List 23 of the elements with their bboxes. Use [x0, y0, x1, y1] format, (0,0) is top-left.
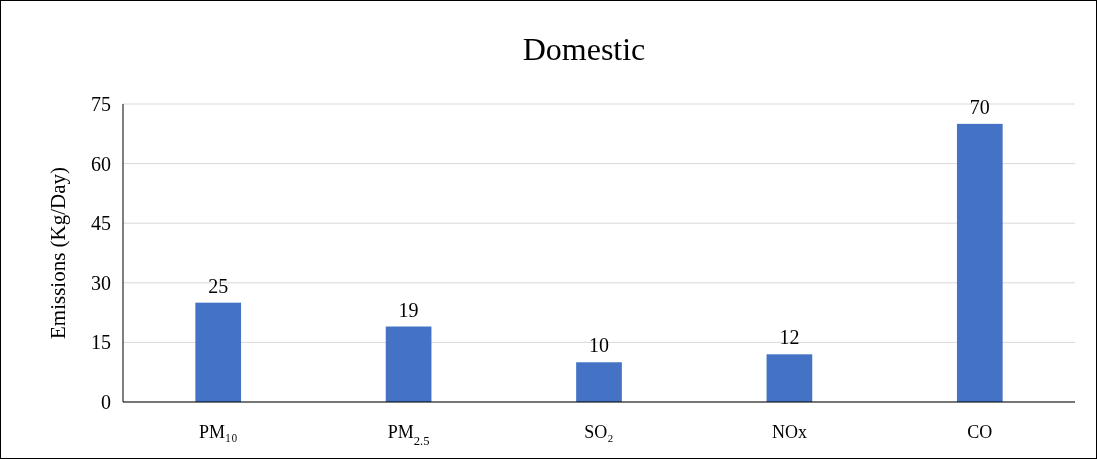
- y-tick-label: 60: [91, 152, 111, 175]
- data-label: 12: [779, 326, 800, 349]
- y-tick-label: 75: [91, 93, 111, 115]
- y-tick-label: 0: [101, 391, 111, 413]
- x-tick-label: CO: [967, 422, 993, 442]
- x-tick-label: SO₂: [584, 422, 614, 442]
- data-label: 10: [589, 334, 609, 357]
- bar: [956, 123, 1003, 402]
- x-tick-label: PM$_{2.5}$: [387, 422, 430, 448]
- y-tick-label: 45: [91, 212, 111, 235]
- bar: [385, 326, 432, 402]
- bar: [576, 362, 622, 402]
- chart-title: Domestic: [522, 31, 646, 67]
- bar: [195, 302, 242, 402]
- x-tick-label: PM₁₀: [198, 422, 238, 442]
- y-axis-title: Emissions (Kg/Day): [46, 166, 70, 340]
- x-tick-label: NOx: [771, 422, 807, 442]
- data-label: 19: [398, 298, 419, 321]
- data-label: 25: [208, 274, 229, 297]
- y-tick-label: 30: [91, 271, 111, 294]
- data-label: 70: [969, 95, 990, 118]
- y-tick-label: 15: [91, 331, 111, 354]
- bar: [766, 354, 813, 402]
